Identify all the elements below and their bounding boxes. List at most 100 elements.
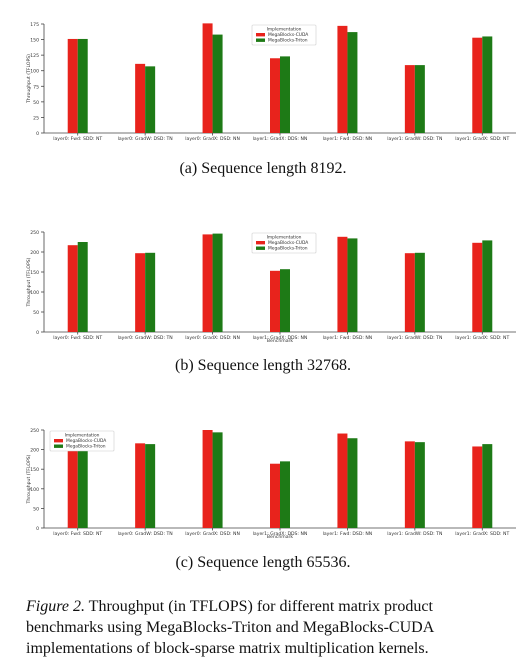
y-tick-label: 150 [30,467,39,473]
y-tick-label: 100 [30,487,39,493]
bar-cuda [270,270,280,332]
bar-triton [145,444,156,528]
bar-chart-b: 0 50 100 150 200 250 Throughput (TFLOPS) layer0… [26,230,516,344]
bar-triton [212,233,223,332]
bar-cuda [270,58,280,133]
chart-panel-a: 0 25 50 75 100 125 150 175 Throughput (TFLOPS) la… [0,0,526,190]
y-tick-label: 150 [30,270,39,276]
x-tick-label: layer0: GradX: DSD: NN [185,531,240,537]
chart-panel-b: 0 50 100 150 200 250 Throughput (TFLOPS) layer0… [0,210,526,390]
bar-triton [145,252,156,332]
x-tick-label: layer1: GradX: SDD: NT [455,335,509,341]
y-tick-label: 150 [30,38,39,44]
legend-entry: MegaBlocks-Triton [268,38,308,44]
bar-cuda [404,253,415,332]
figure-caption-text: Throughput (in TFLOPS) for different mat… [26,598,434,657]
bar-cuda [135,253,146,332]
x-tick-label: layer1: Fwd: DSD: NN [323,136,373,142]
bar-triton [414,65,425,133]
legend-swatch-triton [256,246,265,250]
x-tick-label: layer1: Fwd: DSD: NN [323,335,373,341]
bar-triton [482,444,493,528]
legend-swatch-triton [256,38,265,42]
y-tick-label: 50 [33,310,39,316]
y-axis-label: Throughput (TFLOPS) [26,54,32,104]
legend-title: Implementation [267,235,302,241]
y-tick-label: 250 [30,428,39,434]
y-tick-label: 25 [33,115,39,121]
x-tick-label: layer0: Fwd: SDD: NT [53,531,102,537]
x-axis-label: Benchmark [267,338,294,344]
y-tick-label: 0 [36,330,39,336]
legend-box [49,430,115,452]
y-tick-label: 50 [33,506,39,512]
x-tick-label: layer1: GradX: DDS: NN [253,136,308,142]
y-axis-label: Throughput (TFLOPS) [26,257,32,307]
figure-caption: Figure 2. Throughput (in TFLOPS) for dif… [26,596,506,659]
bar-triton [347,32,358,134]
legend-entry: MegaBlocks-Triton [66,444,106,450]
y-tick-label: 250 [30,230,39,236]
bar-cuda [337,236,348,332]
bar-cuda [202,23,213,133]
bar-triton [280,461,290,528]
x-tick-label: layer1: GradX: SDD: NT [455,136,509,142]
x-tick-label: layer0: GradW: DSD: TN [118,531,173,537]
x-tick-label: layer0: GradX: DSD: NN [185,136,240,142]
bar-cuda [404,441,415,528]
x-tick-label: layer1: GradX: DDS: NN [253,531,308,537]
x-tick-label: layer1: GradX: DDS: NN [253,335,308,341]
y-tick-label: 100 [30,290,39,296]
figure-label: Figure 2. [26,598,85,615]
bar-cuda [67,38,78,133]
y-tick-label: 0 [36,131,39,137]
bar-triton [482,240,493,332]
subcaption-c: (c) Sequence length 65536. [175,554,351,571]
x-tick-label: layer0: GradW: DSD: TN [118,335,173,341]
bar-triton [77,38,88,133]
y-tick-label: 0 [36,526,39,532]
bar-chart-a: 0 25 50 75 100 125 150 175 Throughput (TFLOPS) la… [26,22,516,142]
legend-title: Implementation [267,27,302,33]
bar-triton [414,442,425,528]
bar-cuda [472,242,483,332]
legend-entry: MegaBlocks-CUDA [268,32,308,38]
bar-triton [280,56,290,133]
bar-triton [347,438,358,528]
bar-cuda [337,25,348,133]
y-tick-label: 50 [33,100,39,106]
x-tick-label: layer1: GradW: DSD: TN [387,335,442,341]
legend-entry: MegaBlocks-Triton [268,246,308,252]
legend-entry: MegaBlocks-CUDA [66,438,106,444]
bar-triton [77,242,88,332]
y-tick-label: 100 [30,69,39,75]
y-tick-label: 75 [33,84,39,90]
bar-cuda [404,65,415,133]
x-tick-label: layer1: GradW: DSD: TN [387,531,442,537]
bar-cuda [472,37,483,133]
legend-swatch-cuda [54,439,63,443]
bar-cuda [202,234,213,332]
legend-swatch-cuda [256,241,265,245]
x-tick-label: layer0: GradX: DSD: NN [185,335,240,341]
legend-swatch-triton [54,444,63,448]
x-tick-label: layer0: Fwd: SDD: NT [53,335,102,341]
bar-cuda [472,446,483,528]
legend-title: Implementation [65,433,100,439]
y-tick-label: 125 [30,53,39,59]
legend-box [251,24,317,46]
bar-cuda [67,245,78,332]
legend-entry: MegaBlocks-CUDA [268,240,308,246]
legend-box [251,232,317,254]
bar-cuda [337,433,348,528]
bar-triton [347,238,358,332]
legend-swatch-cuda [256,33,265,37]
bar-cuda [202,430,213,528]
x-tick-label: layer0: Fwd: SDD: NT [53,136,102,142]
y-tick-label: 175 [30,22,39,28]
bar-cuda [67,446,78,528]
bar-triton [145,66,156,133]
bar-triton [77,444,88,528]
bar-triton [414,252,425,332]
x-tick-label: layer1: GradX: SDD: NT [455,531,509,537]
